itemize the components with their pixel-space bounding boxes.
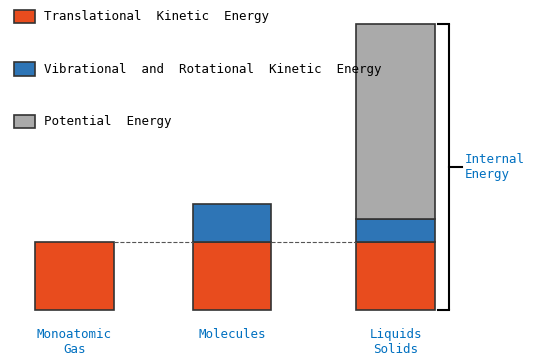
Text: Molecules: Molecules (198, 328, 266, 341)
Bar (14, 10, 35, 23)
Bar (14, 62, 35, 76)
Bar (35, 242, 114, 309)
Bar (356, 24, 435, 219)
Bar (193, 204, 271, 242)
Text: Potential  Energy: Potential Energy (44, 115, 171, 128)
Text: Vibrational  and  Rotational  Kinetic  Energy: Vibrational and Rotational Kinetic Energ… (44, 62, 382, 75)
Text: Translational  Kinetic  Energy: Translational Kinetic Energy (44, 10, 269, 23)
Bar (356, 219, 435, 242)
Text: Internal
Energy: Internal Energy (465, 153, 525, 181)
Bar (193, 242, 271, 309)
Text: Monoatomic
Gas: Monoatomic Gas (37, 328, 111, 356)
Bar (14, 115, 35, 128)
Bar (356, 242, 435, 309)
Text: Liquids
Solids: Liquids Solids (369, 328, 422, 356)
